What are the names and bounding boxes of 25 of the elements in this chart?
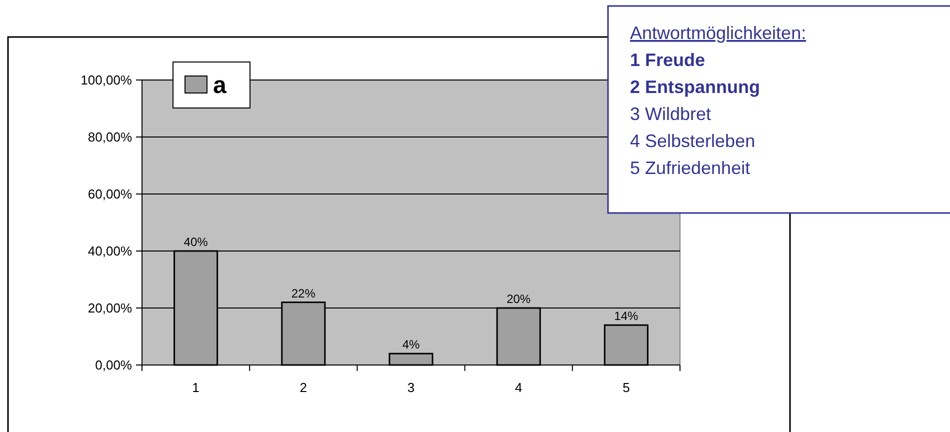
legend-label: a	[213, 72, 227, 99]
x-tick-label: 1	[192, 380, 200, 395]
x-tick-label: 2	[300, 380, 308, 395]
bar	[604, 324, 648, 366]
annotation: 5 Zufriedenheit	[630, 158, 750, 178]
data-label: 4%	[402, 338, 420, 352]
x-tick-label: 5	[622, 380, 630, 395]
bar	[388, 352, 434, 366]
y-tick-label: 40,00%	[88, 244, 132, 259]
text: 1 Freude	[630, 50, 706, 70]
y-tick-label: 80,00%	[88, 130, 132, 145]
annotation: 2 Entspannung	[630, 77, 760, 97]
annotation: 4 Selbsterleben	[630, 131, 756, 151]
data-label: 20%	[506, 292, 531, 306]
y-tick-label: 100,00%	[80, 72, 132, 88]
data-label: 14%	[614, 309, 639, 324]
x-tick-label: 4	[514, 380, 522, 395]
data-label: 22%	[291, 286, 316, 300]
y-tick-label: 20,00%	[88, 300, 132, 316]
data-label: 40%	[184, 235, 208, 249]
x-tick-label: 3	[407, 380, 415, 395]
annotation: 3 Wildbret	[630, 104, 712, 124]
y-tick-label: 0,00%	[95, 358, 132, 373]
text: Antwortmöglichkeiten:	[630, 23, 806, 43]
y-tick-label: 60,00%	[88, 186, 132, 202]
